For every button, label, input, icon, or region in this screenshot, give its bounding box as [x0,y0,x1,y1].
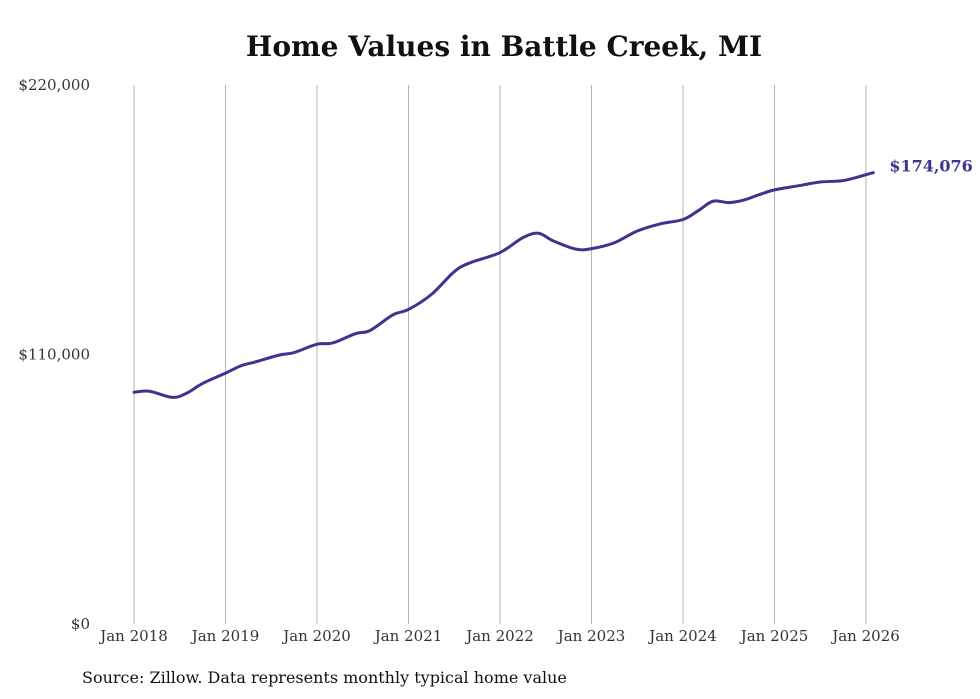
x-tick-label: Jan 2021 [373,627,443,645]
series-line [132,171,875,399]
x-tick-label: Jan 2025 [739,627,809,645]
chart-source: Source: Zillow. Data represents monthly … [82,668,567,687]
y-tick-label: $110,000 [18,346,90,364]
series-end-label: $174,076 [889,157,973,176]
x-tick-label: Jan 2018 [98,627,168,645]
y-tick-label: $220,000 [18,76,90,94]
x-tick-label: Jan 2026 [830,627,900,645]
x-tick-label: Jan 2024 [647,627,717,645]
x-tick-label: Jan 2019 [190,627,260,645]
series-layer: $174,076 [132,157,973,399]
chart-title: Home Values in Battle Creek, MI [245,30,763,63]
x-tick-label: Jan 2022 [464,627,534,645]
x-axis-ticks: Jan 2018 Jan 2019 Jan 2020 Jan 2021 Jan 2022… [98,627,900,645]
x-tick-label: Jan 2023 [556,627,626,645]
y-tick-label: $0 [71,615,90,633]
x-tick-label: Jan 2020 [281,627,351,645]
grid-lines [133,85,867,624]
y-axis-ticks: $0 $110,000 $220,000 [18,76,90,633]
